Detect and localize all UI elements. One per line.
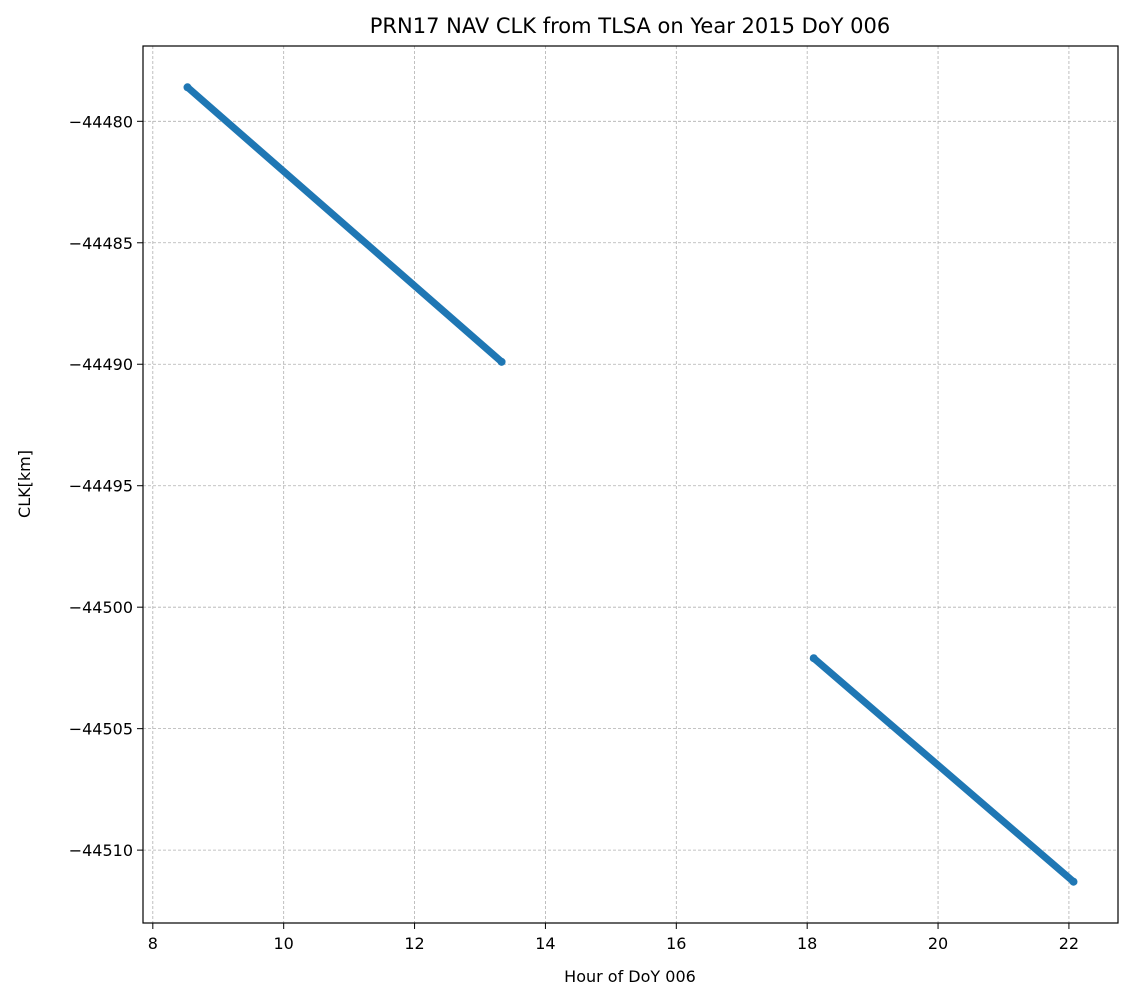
data-point [1069, 877, 1078, 886]
data-point [183, 83, 192, 92]
y-axis-label: CLK[km] [15, 450, 34, 518]
x-tick-label: 20 [928, 934, 948, 953]
data-marks [183, 83, 1078, 886]
x-tick-label: 16 [666, 934, 686, 953]
data-series-segment [183, 83, 506, 366]
y-tick-label: −44485 [69, 234, 133, 253]
data-point [497, 357, 506, 366]
y-tick-label: −44480 [69, 112, 133, 131]
y-tick-label: −44500 [69, 598, 133, 617]
y-tick-label: −44505 [69, 720, 133, 739]
x-tick-label: 14 [535, 934, 555, 953]
grid [143, 46, 1118, 923]
x-axis-label: Hour of DoY 006 [564, 967, 696, 986]
y-tick-label: −44490 [69, 355, 133, 374]
plot-frame [142, 45, 1119, 924]
y-tick-label: −44510 [69, 841, 133, 860]
data-point [809, 654, 818, 663]
y-axis: −44480 −44485 −44490 −44495 −44500 −44505 −445… [69, 112, 143, 860]
chart-title: PRN17 NAV CLK from TLSA on Year 2015 DoY… [370, 14, 890, 38]
x-axis: 8 10 12 14 16 18 20 22 [148, 923, 1079, 953]
data-series-segment [810, 654, 1078, 886]
x-tick-label: 18 [797, 934, 817, 953]
x-tick-label: 10 [274, 934, 294, 953]
y-tick-label: −44495 [69, 477, 133, 496]
x-tick-label: 12 [404, 934, 424, 953]
x-tick-label: 8 [148, 934, 158, 953]
x-tick-label: 22 [1059, 934, 1079, 953]
